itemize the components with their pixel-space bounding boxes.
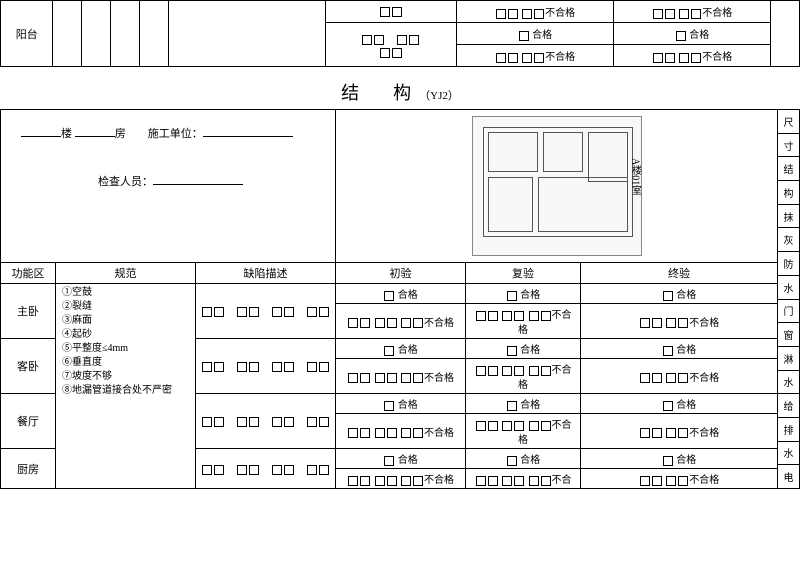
main-inspection-table: 楼 房 施工单位： 检查人员： A楼01室 功能区 规范 缺陷描述 初验 复验 …	[0, 109, 778, 489]
pass-cell: 合格	[456, 23, 613, 45]
side-index-column: 尺 寸 结 构 抹 灰 防 水 门 窗 淋 水 给 排 水 电	[778, 109, 800, 489]
defect-cell	[196, 394, 336, 449]
checkbox-cell	[325, 23, 456, 67]
room-label: 阳台	[1, 1, 53, 67]
defect-cell	[196, 339, 336, 394]
top-summary-table: 阳台 不合格 不合格 合格 合格 不合格 不合格	[0, 0, 800, 67]
defect-cell	[196, 449, 336, 489]
fail-cell: 不合格	[613, 45, 770, 67]
floorplan-cell: A楼01室	[336, 110, 778, 263]
spec-cell: ①空鼓②裂缝③麻面④起砂 ⑤平整度≤4mm⑥垂直度⑦坡度不够⑧地漏管道接合处不严…	[56, 284, 196, 489]
floorplan-image: A楼01室	[472, 116, 642, 256]
checkbox-cell	[325, 1, 456, 23]
column-headers: 功能区 规范 缺陷描述 初验 复验 终验	[1, 263, 778, 284]
table-row: 主卧 ①空鼓②裂缝③麻面④起砂 ⑤平整度≤4mm⑥垂直度⑦坡度不够⑧地漏管道接合…	[1, 284, 778, 304]
fail-cell: 不合格	[613, 1, 770, 23]
page-title: 结 构（YJ2）	[0, 75, 800, 109]
fail-cell: 不合格	[456, 1, 613, 23]
pass-cell: 合格	[613, 23, 770, 45]
fail-cell: 不合格	[456, 45, 613, 67]
defect-cell	[196, 284, 336, 339]
info-cell: 楼 房 施工单位： 检查人员：	[1, 110, 336, 263]
